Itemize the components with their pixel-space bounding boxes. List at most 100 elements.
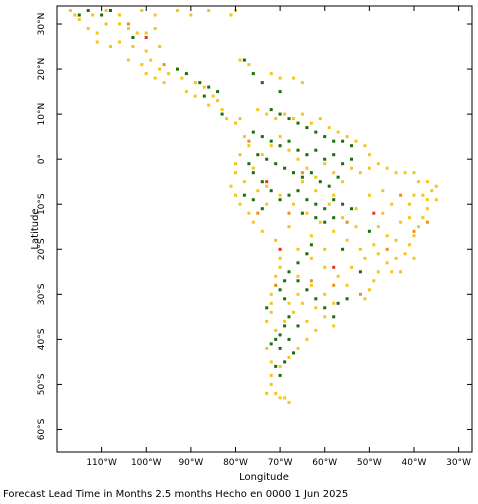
data-point-yellow [309, 121, 313, 125]
data-point-yellow [251, 166, 255, 170]
data-point-yellow [417, 180, 420, 184]
data-point-orange [300, 171, 304, 175]
data-point-yellow [274, 274, 278, 278]
data-point-green [350, 157, 353, 161]
data-point-yellow [109, 45, 112, 48]
data-point-yellow [323, 315, 327, 319]
data-point-yellow [314, 306, 318, 310]
data-point-red [332, 265, 336, 269]
data-point-yellow [336, 274, 340, 278]
data-point-orange [412, 229, 416, 233]
data-point-yellow [95, 40, 99, 44]
data-point-green [292, 351, 295, 355]
data-point-green [341, 162, 345, 166]
data-point-orange [247, 139, 251, 143]
data-point-yellow [336, 130, 340, 134]
data-point-yellow [265, 391, 269, 395]
x-tick-label: 40°W [402, 458, 427, 468]
data-point-yellow [403, 252, 407, 256]
data-point-yellow [309, 283, 313, 287]
data-point-green [131, 36, 135, 39]
data-point-yellow [256, 108, 260, 112]
data-point-yellow [68, 9, 72, 12]
data-point-yellow [278, 135, 282, 139]
data-point-yellow [193, 81, 197, 85]
data-point-yellow [234, 162, 237, 166]
data-point-yellow [234, 171, 237, 175]
data-point-yellow [385, 261, 389, 265]
x-tick-label: 90°W [178, 458, 203, 468]
data-point-green [314, 297, 318, 301]
data-point-yellow [417, 225, 420, 229]
plot-frame [56, 5, 473, 453]
data-point-green [260, 81, 264, 85]
data-point-green [283, 166, 287, 170]
data-point-yellow [367, 166, 371, 170]
data-point-green [269, 108, 273, 112]
data-point-orange [345, 220, 349, 224]
data-point-orange [309, 279, 313, 283]
y-tick-label: 50°S [37, 373, 47, 395]
data-point-green [287, 270, 291, 274]
data-point-green [278, 112, 282, 116]
data-point-green [323, 220, 327, 224]
data-point-green [287, 337, 291, 341]
data-point-yellow [367, 153, 371, 157]
data-point-yellow [434, 198, 438, 202]
data-point-yellow [274, 328, 278, 332]
data-point-yellow [408, 243, 411, 247]
data-point-yellow [144, 31, 148, 35]
data-point-yellow [341, 216, 345, 220]
data-point-green [323, 207, 327, 211]
data-point-yellow [269, 292, 273, 296]
data-point-yellow [202, 85, 206, 89]
data-point-yellow [323, 162, 327, 166]
data-point-green [278, 333, 282, 337]
data-point-yellow [269, 373, 273, 377]
data-point-yellow [91, 13, 95, 17]
data-point-green [292, 171, 295, 175]
data-point-green [278, 198, 282, 202]
data-point-yellow [305, 337, 309, 341]
data-point-yellow [318, 220, 322, 224]
data-point-green [296, 261, 300, 265]
data-point-yellow [77, 18, 81, 21]
data-point-yellow [425, 198, 429, 202]
data-point-green [327, 184, 331, 188]
data-point-yellow [300, 81, 304, 85]
data-point-yellow [269, 144, 273, 148]
data-point-yellow [323, 265, 327, 269]
data-point-green [202, 94, 206, 98]
data-point-green [77, 13, 81, 17]
data-point-green [318, 180, 322, 184]
data-point-green [358, 270, 362, 274]
data-point-orange [126, 22, 130, 26]
y-tick-label: 30°S [37, 283, 47, 305]
x-axis-title: Longitude [239, 472, 289, 483]
data-point-yellow [216, 99, 220, 103]
data-point-yellow [292, 202, 295, 206]
data-point-green [274, 364, 278, 368]
data-point-yellow [278, 76, 282, 80]
data-point-yellow [131, 45, 135, 48]
data-point-green [198, 81, 202, 85]
data-point-green [309, 243, 313, 247]
data-point-green [367, 229, 371, 233]
data-point-yellow [234, 193, 237, 197]
data-point-yellow [283, 396, 287, 400]
data-point-yellow [238, 117, 242, 121]
data-point-yellow [296, 292, 300, 296]
data-point-yellow [265, 184, 269, 188]
data-point-green [314, 216, 318, 220]
data-point-yellow [287, 400, 291, 404]
data-point-yellow [153, 76, 157, 80]
data-point-green [296, 121, 300, 125]
data-point-yellow [345, 283, 349, 287]
data-point-yellow [176, 9, 179, 12]
data-point-yellow [292, 310, 295, 314]
data-point-orange [287, 211, 291, 215]
data-point-yellow [207, 9, 211, 12]
data-point-green [247, 162, 251, 166]
data-point-yellow [278, 265, 282, 269]
data-point-green [109, 9, 112, 12]
